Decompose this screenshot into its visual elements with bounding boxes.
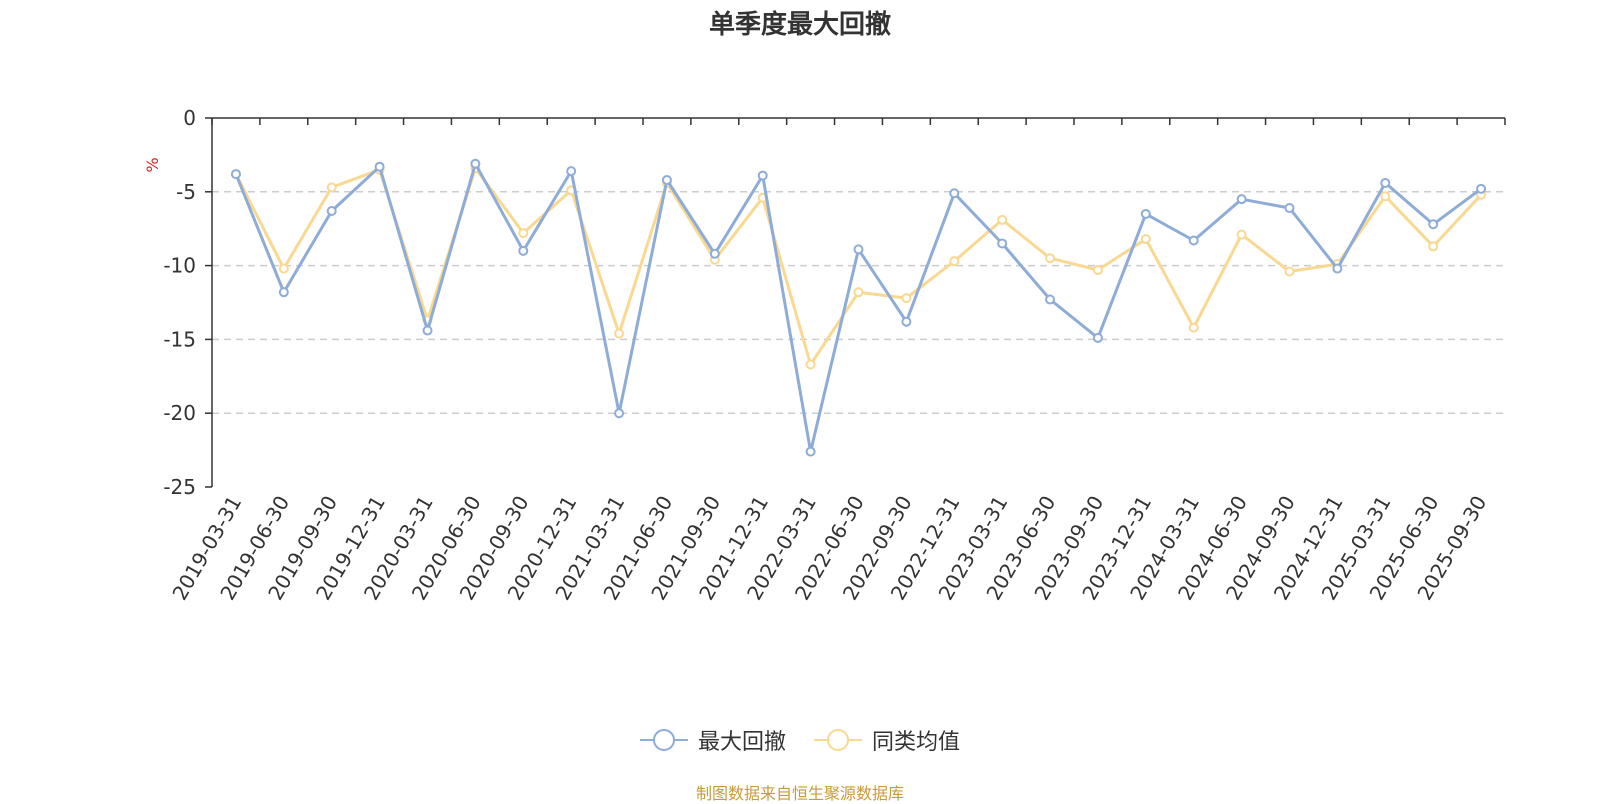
legend-item-series-1[interactable]: 最大回撤 (639, 724, 786, 756)
data-point-series-2 (1140, 234, 1151, 245)
data-point-series-1 (518, 245, 529, 256)
data-point-series-1 (853, 244, 864, 255)
data-point-series-2 (1188, 322, 1199, 333)
source-footer: 制图数据来自恒生聚源数据库 (695, 784, 904, 803)
y-axis-label: % (143, 157, 162, 172)
legend-symbol-series-2 (814, 728, 862, 752)
data-point-series-1 (901, 316, 912, 327)
legend-item-series-2[interactable]: 同类均值 (814, 724, 960, 756)
data-point-series-1 (805, 446, 816, 457)
data-point-series-1 (470, 158, 481, 169)
data-point-series-2 (1092, 265, 1103, 276)
data-point-series-2 (949, 256, 960, 267)
data-point-series-1 (1140, 208, 1151, 219)
data-point-series-1 (1284, 203, 1295, 214)
data-point-series-1 (709, 248, 720, 259)
legend-symbol-series-1 (639, 728, 688, 752)
legend-label-series-1: 最大回撤 (697, 730, 786, 755)
data-point-series-1 (278, 287, 289, 298)
data-point-series-2 (1236, 229, 1247, 240)
data-point-series-2 (1045, 253, 1056, 264)
y-tick-label: -25 (163, 475, 196, 499)
data-point-series-1 (230, 169, 241, 180)
data-point-series-1 (1428, 219, 1439, 230)
chart-title: 单季度最大回撤 (708, 10, 891, 40)
data-point-series-1 (1045, 294, 1056, 305)
data-point-series-2 (805, 359, 816, 370)
data-point-series-1 (1092, 332, 1103, 343)
data-point-series-1 (326, 205, 337, 216)
data-point-series-2 (853, 287, 864, 298)
data-point-series-2 (901, 293, 912, 304)
data-point-series-1 (1380, 177, 1391, 188)
data-point-series-2 (518, 228, 529, 239)
y-tick-label: -15 (163, 327, 196, 351)
grid-lines (212, 191, 1505, 414)
data-point-series-2 (1284, 266, 1295, 277)
y-tick-label: -10 (163, 254, 196, 278)
data-point-series-1 (566, 166, 577, 177)
data-point-series-2 (997, 214, 1008, 225)
data-point-series-1 (614, 408, 625, 419)
data-point-series-1 (757, 170, 768, 181)
legend: 最大回撤 同类均值 (0, 724, 1600, 756)
data-point-series-2 (278, 263, 289, 274)
data-point-series-1 (1236, 194, 1247, 205)
data-point-series-1 (661, 174, 672, 185)
series-layer (230, 158, 1487, 457)
data-point-series-1 (422, 325, 433, 336)
data-point-series-2 (326, 182, 337, 193)
data-point-series-1 (1476, 183, 1487, 194)
data-point-series-1 (997, 238, 1008, 249)
data-point-series-2 (614, 328, 625, 339)
y-tick-label: 0 (183, 106, 196, 130)
data-point-series-2 (1428, 241, 1439, 252)
data-point-series-1 (949, 188, 960, 199)
legend-label-series-2: 同类均值 (872, 730, 961, 755)
y-tick-label: -20 (163, 401, 196, 425)
y-tick-label: -5 (176, 180, 196, 204)
data-point-series-2 (1380, 191, 1391, 202)
data-point-series-1 (1332, 263, 1343, 274)
data-point-series-1 (374, 161, 385, 172)
data-point-series-1 (1188, 235, 1199, 246)
